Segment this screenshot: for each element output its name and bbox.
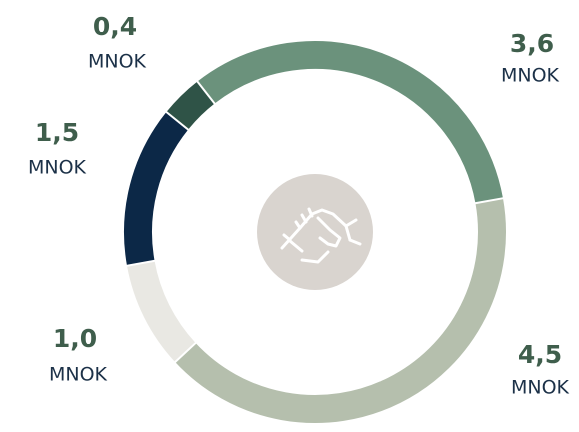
unit-label: MNOK	[88, 51, 147, 73]
value-label: 1,0	[53, 324, 97, 353]
unit-label: MNOK	[501, 65, 560, 87]
donut-segment	[124, 112, 189, 266]
segment-separator	[196, 80, 217, 105]
donut-segment	[175, 198, 506, 423]
value-label: 4,5	[518, 340, 562, 369]
center-badge	[257, 174, 373, 290]
segment-separator	[164, 110, 190, 132]
unit-label: MNOK	[511, 377, 570, 399]
segment-separator	[125, 259, 156, 267]
value-label: 1,5	[35, 118, 79, 147]
value-label: 0,4	[93, 12, 137, 41]
value-label: 3,6	[510, 29, 554, 58]
segment-separator	[474, 197, 505, 205]
donut-segment	[127, 260, 196, 363]
donut-segment	[197, 41, 503, 204]
unit-label: MNOK	[28, 157, 87, 179]
handshake-icon	[280, 207, 362, 264]
unit-label: MNOK	[49, 364, 108, 386]
segment-separator	[173, 341, 198, 364]
donut-segment	[166, 81, 215, 130]
